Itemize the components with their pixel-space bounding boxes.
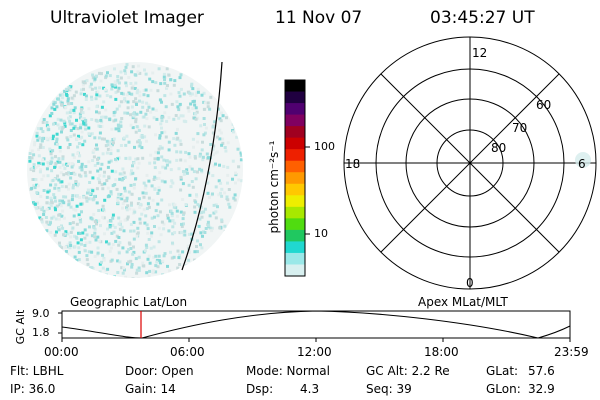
- mlat-label-80: 80: [491, 141, 507, 155]
- timeline-ytick-low: 1.8: [32, 326, 50, 339]
- colorbar-cell: [285, 80, 305, 93]
- mlt-label-18: 18: [345, 157, 361, 171]
- timeline-frame: [61, 310, 571, 339]
- status-gain: Gain: 14: [125, 382, 176, 396]
- colorbar-cell: [285, 241, 305, 254]
- terminator-line: [181, 61, 223, 271]
- xtick-0600: 06:00: [170, 345, 205, 359]
- time-label: 03:45:27 UT: [430, 8, 535, 28]
- status-glon-value: 32.9: [528, 382, 555, 396]
- status-ip: IP: 36.0: [10, 382, 56, 396]
- colorbar-cell: [285, 183, 305, 196]
- colorbar-cell: [285, 114, 305, 127]
- polar-emission-patch: [575, 152, 591, 168]
- colorbar-cell: [285, 172, 305, 185]
- status-mode: Mode: Normal: [246, 364, 330, 378]
- colorbar-cell: [285, 149, 305, 162]
- status-dsp-label: Dsp:: [246, 382, 274, 396]
- status-glat-value: 57.6: [528, 364, 555, 378]
- timeline-right-title: Apex MLat/MLT: [418, 295, 508, 309]
- colorbar-cell: [285, 218, 305, 231]
- xtick-0000: 00:00: [44, 345, 79, 359]
- xtick-2359: 23:59: [554, 345, 589, 359]
- colorbar-cell: [285, 91, 305, 104]
- status-door: Door: Open: [125, 364, 194, 378]
- mlt-label-0: 0: [466, 276, 474, 290]
- colorbar-cell: [285, 252, 305, 266]
- colorbar-cell: [285, 229, 305, 243]
- date-label: 11 Nov 07: [275, 8, 363, 28]
- altitude-curve: [61, 310, 571, 339]
- timeline-ytick-high: 9.0: [32, 307, 50, 320]
- mlat-label-70: 70: [512, 121, 528, 135]
- colorbar-cell: [285, 126, 305, 139]
- colorbar-cell: [285, 206, 305, 219]
- status-glat-label: GLat:: [486, 364, 519, 378]
- polar-diagonal-2: [380, 73, 560, 253]
- colorbar-cell: [285, 195, 305, 208]
- colorbar-tick-label-100: 100: [314, 140, 335, 153]
- mlat-label-60: 60: [536, 98, 552, 112]
- colorbar-cell: [285, 137, 305, 150]
- status-seq: Seq: 39: [366, 382, 412, 396]
- status-glon-label: GLon:: [486, 382, 521, 396]
- colorbar-tick-label-10: 10: [314, 227, 328, 240]
- instrument-title: Ultraviolet Imager: [50, 8, 204, 28]
- xtick-1800: 18:00: [424, 345, 459, 359]
- mlt-label-6: 6: [578, 157, 586, 171]
- colorbar-cell: [285, 264, 305, 277]
- status-dsp-value: 4.3: [300, 382, 320, 396]
- timeline-left-title: Geographic Lat/Lon: [70, 295, 188, 309]
- xtick-1200: 12:00: [297, 345, 332, 359]
- colorbar-cell: [285, 103, 305, 116]
- mlt-label-12: 12: [472, 46, 488, 60]
- status-flt: Flt: LBHL: [10, 364, 64, 378]
- status-gc-alt: GC Alt: 2.2 Re: [366, 364, 450, 378]
- colorbar-cell: [285, 160, 305, 173]
